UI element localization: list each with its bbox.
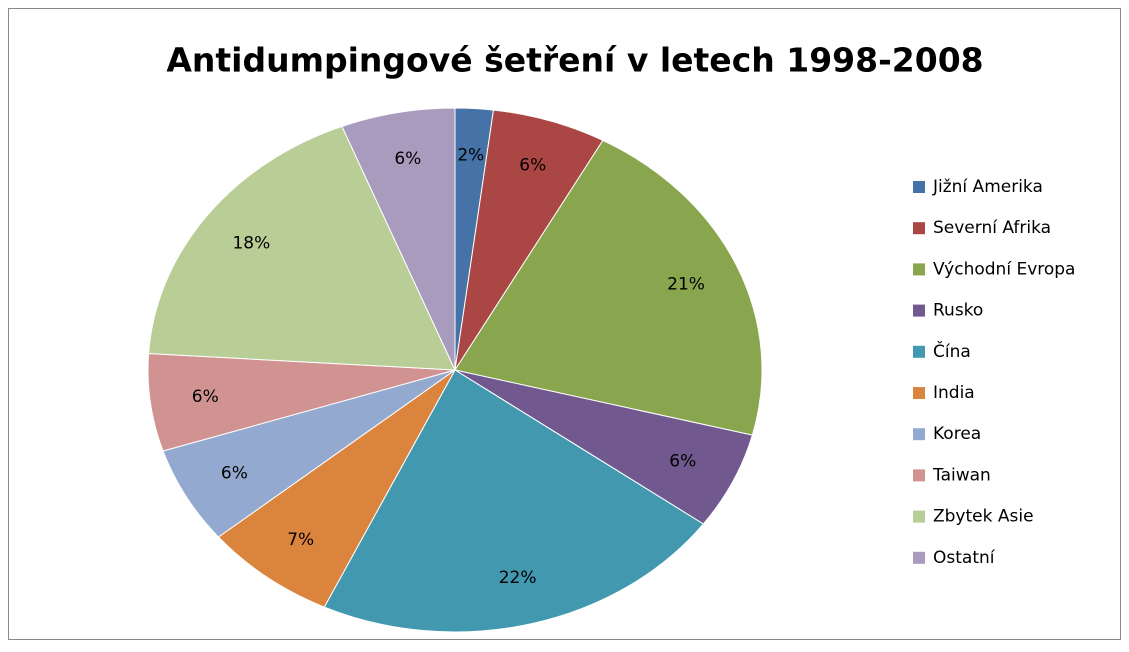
data-label: 21%: [667, 275, 705, 295]
pie-slice: [341, 107, 456, 371]
legend-swatch: [913, 387, 925, 399]
legend-label: Jižní Amerika: [932, 177, 1043, 197]
legend-label: Rusko: [933, 301, 983, 321]
legend-swatch: [913, 469, 925, 482]
legend-label: Ostatní: [933, 548, 996, 568]
data-label: 6%: [394, 149, 421, 169]
legend-label: Taiwan: [932, 465, 991, 485]
data-label: 6%: [669, 451, 696, 471]
legend-swatch: [913, 263, 925, 276]
legend-label: Čína: [933, 340, 971, 362]
legend-swatch: [913, 222, 925, 235]
pie-slice: [148, 125, 456, 371]
data-label: 22%: [499, 568, 537, 588]
data-label: 18%: [232, 234, 270, 254]
data-label: 2%: [457, 146, 484, 166]
legend-swatch: [913, 345, 925, 358]
legend-label: Severní Afrika: [933, 218, 1051, 238]
legend-swatch: [913, 510, 925, 523]
legend-swatch: [913, 304, 925, 317]
legend-label: Korea: [933, 424, 981, 444]
data-label: 6%: [192, 387, 219, 407]
legend-label: Zbytek Asie: [933, 507, 1034, 527]
legend-swatch: [913, 181, 925, 193]
legend-label: Východní Evropa: [933, 259, 1075, 279]
data-label: 6%: [519, 156, 546, 176]
chart-title: Antidumpingové šetření v letech 1998-200…: [166, 41, 983, 80]
legend-swatch: [913, 428, 925, 441]
legend-swatch: [913, 551, 925, 564]
data-label: 7%: [287, 530, 314, 550]
pie-slice: [454, 139, 763, 436]
data-label: 6%: [221, 463, 248, 483]
legend-label: India: [933, 383, 975, 403]
pie-slice: [217, 369, 456, 608]
